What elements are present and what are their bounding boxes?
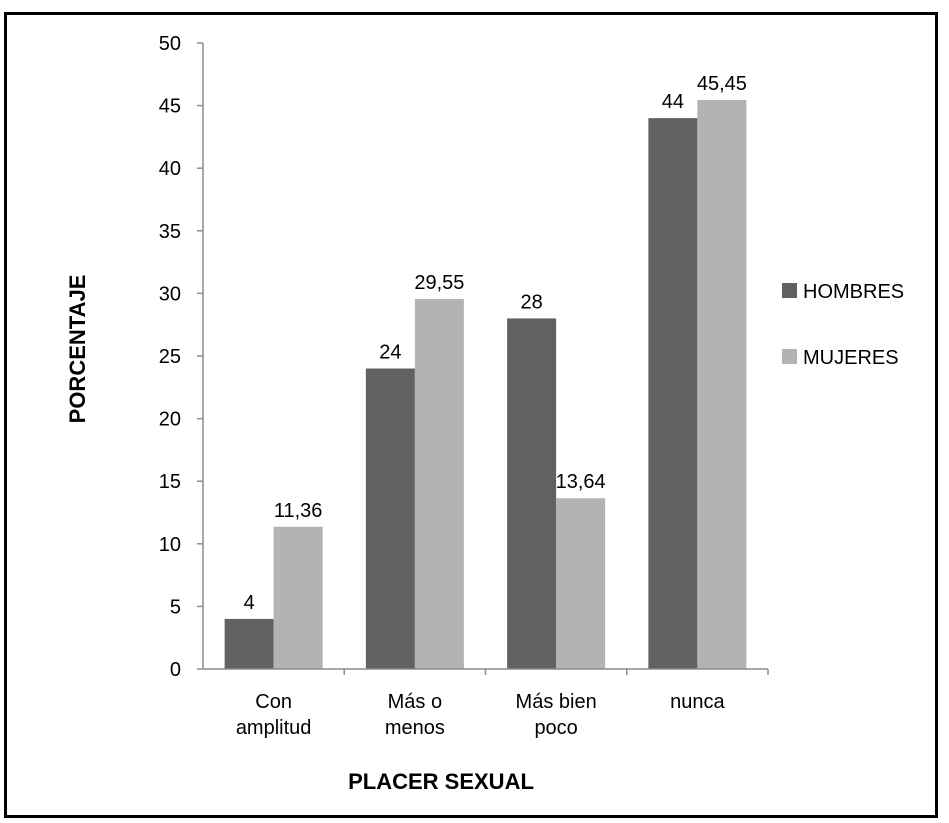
- y-axis-ticks: 0 5 10 15 20 25 30 35 40 45 50: [159, 33, 203, 681]
- y-tick-label: 15: [159, 471, 181, 493]
- bar-hombres: [365, 368, 415, 669]
- bar-mujeres: [414, 299, 464, 669]
- legend-swatch-hombres: [782, 283, 797, 298]
- bar-hombres: [224, 618, 274, 669]
- legend: HOMBRES MUJERES: [782, 281, 904, 369]
- x-category-label: Más bien poco: [516, 691, 597, 739]
- legend-label-mujeres: MUJERES: [803, 347, 899, 369]
- x-category-label: Más o menos: [385, 691, 445, 739]
- y-tick-label: 50: [159, 33, 181, 55]
- data-labels: 4 11,36 24 29,55 28 13,64 44 45,45: [244, 73, 747, 614]
- y-tick-label: 35: [159, 221, 181, 243]
- bars: [224, 99, 747, 670]
- y-tick-label: 25: [159, 346, 181, 368]
- bar-hombres: [648, 118, 698, 670]
- x-category-label: nunca: [670, 691, 725, 713]
- data-label-hombres: 44: [662, 91, 684, 113]
- y-tick-label: 10: [159, 534, 181, 556]
- y-axis-title: PORCENTAJE: [65, 275, 90, 424]
- y-tick-label: 5: [170, 596, 181, 618]
- y-tick-label: 30: [159, 283, 181, 305]
- data-label-mujeres: 13,64: [556, 471, 606, 493]
- bar-mujeres: [556, 498, 606, 669]
- x-axis-title: PLACER SEXUAL: [348, 769, 534, 794]
- x-category-label: Con amplitud: [236, 691, 312, 739]
- data-label-hombres: 4: [244, 592, 255, 614]
- data-label-mujeres: 45,45: [697, 73, 747, 95]
- y-tick-label: 20: [159, 409, 181, 431]
- bar-mujeres: [697, 99, 747, 669]
- y-tick-label: 40: [159, 158, 181, 180]
- y-tick-label: 0: [170, 659, 181, 681]
- data-label-hombres: 24: [379, 342, 401, 364]
- legend-label-hombres: HOMBRES: [803, 281, 904, 303]
- bar-mujeres: [273, 526, 323, 669]
- y-tick-label: 45: [159, 96, 181, 118]
- legend-swatch-mujeres: [782, 349, 797, 364]
- data-label-mujeres: 29,55: [414, 272, 464, 294]
- x-axis-category-labels: Con amplitud Más o menos Más bien poco nunca: [236, 669, 769, 739]
- bar-hombres: [507, 318, 557, 669]
- data-label-mujeres: 11,36: [274, 500, 323, 522]
- chart-frame: [4, 12, 938, 818]
- data-label-hombres: 28: [521, 291, 543, 313]
